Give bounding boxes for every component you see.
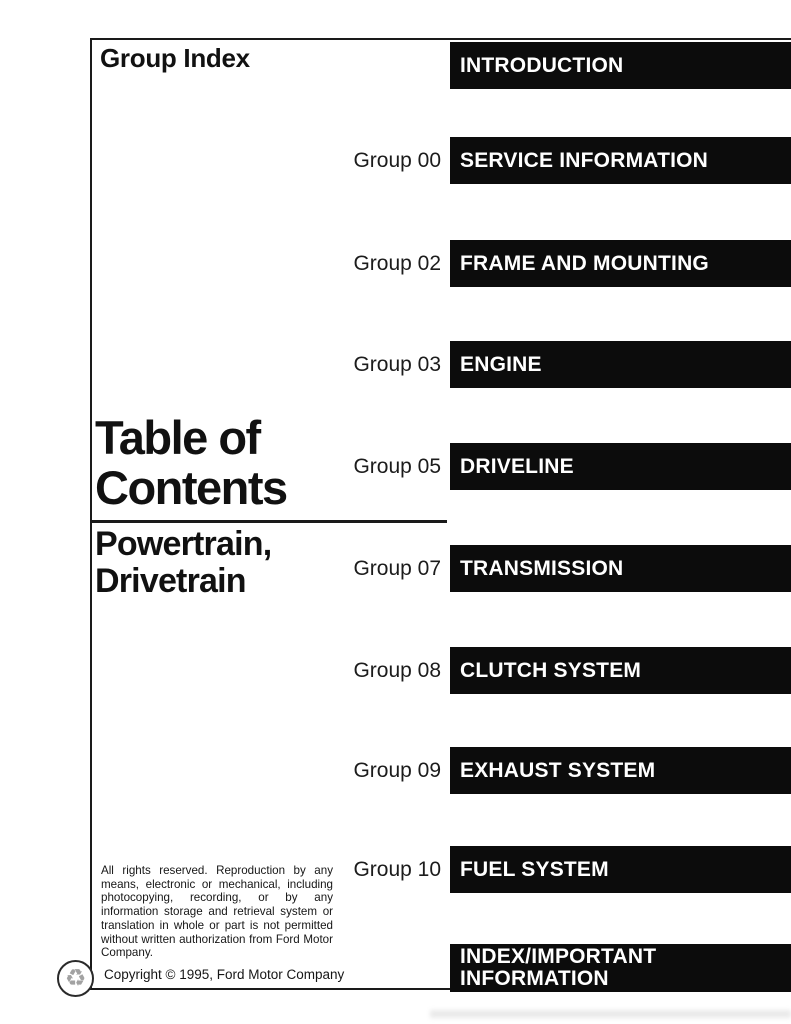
toc-section-label: INTRODUCTION: [460, 53, 624, 77]
rights-text: All rights reserved. Reproduction by any…: [101, 864, 333, 960]
copyright-line: Copyright © 1995, Ford Motor Company: [104, 967, 345, 982]
toc-section-bar: FUEL SYSTEM: [450, 846, 791, 893]
toc-section-bar: SERVICE INFORMATION: [450, 137, 791, 184]
group-number-label: Group 00: [353, 149, 441, 172]
title-divider: [90, 520, 447, 523]
toc-title-line2: Contents: [95, 461, 288, 514]
toc-title: Table of Contents: [95, 411, 288, 514]
toc-title-line1: Table of: [95, 411, 261, 464]
toc-subtitle-line2: Drivetrain: [95, 562, 247, 600]
toc-section-label: FRAME AND MOUNTING: [460, 251, 709, 275]
recycle-icon: ♻: [64, 963, 87, 992]
group-number-label: Group 07: [353, 557, 441, 580]
toc-subtitle: Powertrain, Drivetrain: [95, 525, 272, 600]
page-border: [90, 38, 791, 990]
scan-artifact: [430, 1010, 791, 1018]
recycle-logo: ♻: [57, 960, 94, 997]
group-number-label: Group 09: [353, 759, 441, 782]
toc-section-bar: ENGINE: [450, 341, 791, 388]
toc-section-bar: INTRODUCTION: [450, 42, 791, 89]
group-index-heading: Group Index: [100, 43, 250, 73]
toc-section-label: INDEX/IMPORTANT INFORMATION: [460, 945, 657, 990]
toc-section-label: EXHAUST SYSTEM: [460, 758, 656, 782]
group-number-label: Group 08: [353, 659, 441, 682]
toc-subtitle-line1: Powertrain,: [95, 525, 272, 563]
toc-section-bar: FRAME AND MOUNTING: [450, 240, 791, 287]
toc-section-bar: EXHAUST SYSTEM: [450, 747, 791, 794]
toc-section-bar: INDEX/IMPORTANT INFORMATION: [450, 944, 791, 992]
group-number-label: Group 02: [353, 252, 441, 275]
toc-section-bar: DRIVELINE: [450, 443, 791, 490]
toc-section-label: TRANSMISSION: [460, 556, 624, 580]
toc-section-bar: CLUTCH SYSTEM: [450, 647, 791, 694]
toc-section-bar: TRANSMISSION: [450, 545, 791, 592]
group-number-label: Group 03: [353, 353, 441, 376]
group-number-label: Group 05: [353, 455, 441, 478]
toc-section-label: DRIVELINE: [460, 454, 574, 478]
group-number-label: Group 10: [353, 858, 441, 881]
toc-section-label: ENGINE: [460, 352, 542, 376]
toc-section-label: FUEL SYSTEM: [460, 857, 609, 881]
toc-section-label: SERVICE INFORMATION: [460, 148, 709, 172]
toc-section-label: CLUTCH SYSTEM: [460, 658, 642, 682]
